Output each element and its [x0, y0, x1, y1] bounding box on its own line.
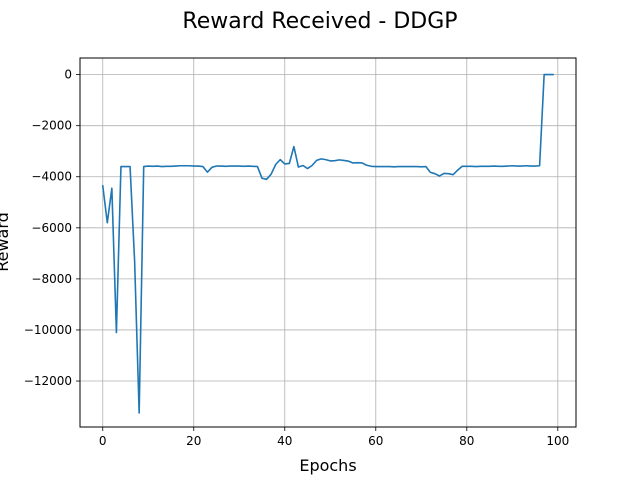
x-tick-label-4: 80	[459, 434, 474, 448]
y-tick-label-0: 0	[64, 68, 72, 82]
y-tick-label-6: −12000	[24, 374, 72, 388]
reward-series-line-0	[101, 73, 555, 414]
x-tick-label-5: 100	[546, 434, 569, 448]
x-tick-label-1: 20	[186, 434, 201, 448]
y-tick-label-5: −10000	[24, 323, 72, 337]
y-axis-title: Reward	[0, 212, 12, 272]
x-tick-label-2: 40	[277, 434, 292, 448]
chart-title: Reward Received - DDGP	[182, 9, 457, 34]
grid-lines	[80, 58, 576, 427]
plot-frame	[79, 57, 577, 428]
y-tick-label-1: −2000	[31, 119, 72, 133]
series-layer	[101, 73, 555, 414]
y-axis-ticks: 0 −2000 −4000 −6000 −8000 −10000 −12000	[24, 68, 80, 388]
x-axis-ticks: 0 20 40 60 80 100	[99, 427, 569, 448]
y-tick-label-4: −8000	[31, 272, 72, 286]
x-axis-title: Epochs	[299, 456, 356, 475]
y-tick-label-2: −4000	[31, 170, 72, 184]
x-tick-label-0: 0	[99, 434, 107, 448]
x-tick-label-3: 60	[368, 434, 383, 448]
y-tick-label-3: −6000	[31, 221, 72, 235]
